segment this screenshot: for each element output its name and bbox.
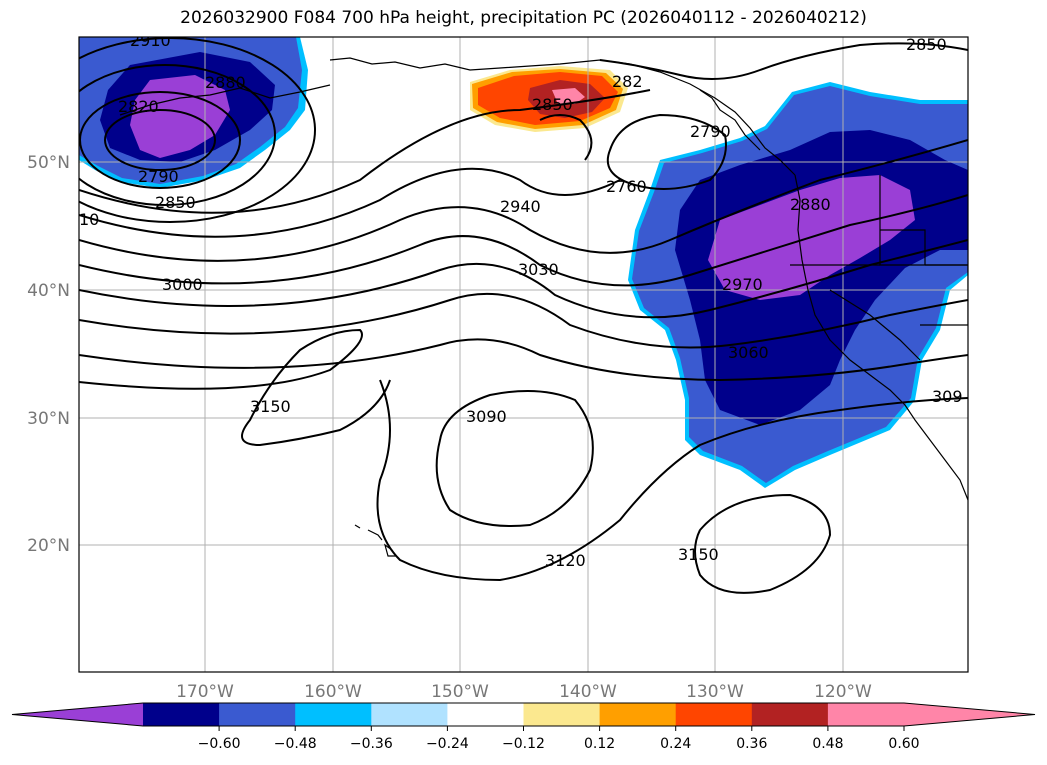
contour-label: 3030 (518, 260, 559, 279)
colorbar-segment (523, 703, 601, 726)
map-area: 2910 2880 2820 2790 2850 10 3000 3150 28… (79, 31, 968, 672)
map-title: 2026032900 F084 700 hPa height, precipit… (180, 8, 867, 28)
colorbar-segment (371, 703, 448, 726)
contour-label: 2850 (155, 193, 196, 212)
colorbar-tick-label: 0.48 (812, 736, 843, 752)
colorbar-outline (11, 702, 1036, 727)
contour-labels: 2910 2880 2820 2790 2850 10 3000 3150 28… (79, 31, 963, 570)
lon-tick-label: 170°W (176, 682, 234, 702)
lat-tick-label: 40°N (27, 281, 70, 301)
contour-label: 3150 (250, 397, 291, 416)
colorbar-segment (219, 703, 296, 726)
colorbar-tick-label: 0.24 (660, 736, 691, 752)
contour-label: 2790 (138, 167, 179, 186)
colorbar-extend-high (904, 703, 1035, 726)
lon-tick-label: 130°W (686, 682, 744, 702)
contour-label: 2910 (130, 31, 171, 50)
colorbar-segment (751, 703, 829, 726)
longitude-labels: 170°W 160°W 150°W 140°W 130°W 120°W (176, 682, 872, 702)
lon-tick-label: 160°W (304, 682, 362, 702)
contour-label: 2850 (532, 95, 573, 114)
contour-label: 282 (612, 72, 643, 91)
colorbar-tick-label: 0.60 (888, 736, 919, 752)
contour-label: 2790 (690, 122, 731, 141)
contour-label: 2880 (790, 195, 831, 214)
colorbar: −0.60 −0.48 −0.36 −0.24 −0.12 0.12 0.24 0.36 0.4… (11, 702, 1036, 752)
contour-label: 10 (79, 210, 99, 229)
lat-tick-label: 50°N (27, 153, 70, 173)
map-border (78, 36, 969, 673)
colorbar-tick-label: −0.48 (274, 736, 317, 752)
lat-tick-label: 20°N (27, 536, 70, 556)
graticule (79, 37, 968, 672)
colorbar-segment (447, 703, 524, 726)
colorbar-tick-label: 0.12 (584, 736, 615, 752)
contour-label: 309 (932, 387, 963, 406)
contour-label: 3090 (466, 407, 507, 426)
contour-label: 2940 (500, 197, 541, 216)
lon-tick-label: 150°W (431, 682, 489, 702)
colorbar-tick-label: 0.36 (736, 736, 767, 752)
colorbar-segment (143, 703, 220, 726)
colorbar-segment (827, 703, 905, 726)
colorbar-tick-label: −0.36 (350, 736, 393, 752)
lon-tick-label: 140°W (559, 682, 617, 702)
colorbar-tick-label: −0.24 (426, 736, 469, 752)
colorbar-segment (599, 703, 677, 726)
contour-label: 3120 (545, 551, 586, 570)
height-contours (79, 37, 968, 594)
colorbar-tick-label: −0.12 (502, 736, 545, 752)
contour-label: 2820 (118, 97, 159, 116)
contour-label: 2970 (722, 275, 763, 294)
colorbar-extend-low (12, 703, 143, 726)
contour-label: 3150 (678, 545, 719, 564)
contour-label: 2850 (906, 35, 947, 54)
contour-label: 3000 (162, 275, 203, 294)
latitude-labels: 50°N 40°N 30°N 20°N (27, 153, 70, 556)
lon-tick-label: 120°W (814, 682, 872, 702)
colorbar-tick-label: −0.60 (198, 736, 241, 752)
contour-label: 2760 (606, 177, 647, 196)
contour-label: 3060 (728, 343, 769, 362)
colorbar-segment (675, 703, 753, 726)
colorbar-segment (295, 703, 372, 726)
contour-label: 2880 (205, 73, 246, 92)
lat-tick-label: 30°N (27, 409, 70, 429)
